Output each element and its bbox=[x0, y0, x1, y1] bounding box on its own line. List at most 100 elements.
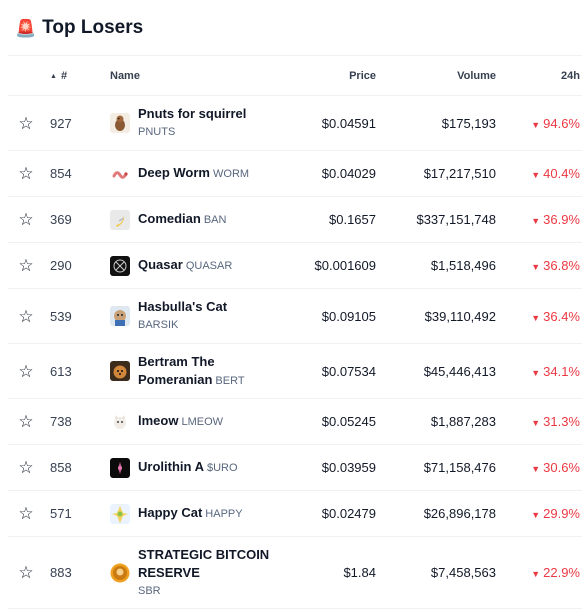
name-cell[interactable]: Urolithin A $URO bbox=[110, 445, 308, 491]
price-cell: $0.04029 bbox=[321, 166, 376, 181]
caret-down-icon: ▼ bbox=[531, 569, 541, 579]
coin-symbol: BARSIK bbox=[138, 319, 179, 331]
star-icon[interactable]: ☆ bbox=[18, 256, 34, 275]
star-icon[interactable]: ☆ bbox=[18, 164, 34, 183]
sort-up-icon: ▲ bbox=[50, 72, 57, 80]
caret-down-icon: ▼ bbox=[531, 262, 541, 272]
rank-cell: 738 bbox=[50, 414, 72, 429]
siren-icon: 🚨 bbox=[15, 18, 37, 38]
caret-down-icon: ▼ bbox=[531, 464, 541, 474]
star-icon[interactable]: ☆ bbox=[18, 113, 34, 133]
change-value: 94.6% bbox=[543, 115, 580, 131]
coin-name[interactable]: Comedian bbox=[138, 211, 201, 226]
table-row[interactable]: ☆ 539 Hasbulla's Cat BARSIK $0.09105 $39,110,… bbox=[8, 289, 582, 344]
name-column-header[interactable]: Name bbox=[110, 69, 140, 82]
name-cell[interactable]: Hasbulla's Cat BARSIK bbox=[110, 289, 308, 344]
name-cell[interactable]: Happy Cat HAPPY bbox=[110, 491, 308, 537]
change-cell: ▼ 30.6% bbox=[496, 445, 582, 491]
price-cell: $0.04591 bbox=[321, 115, 376, 131]
rank-cell: 858 bbox=[50, 460, 72, 475]
star-icon[interactable]: ☆ bbox=[18, 210, 34, 229]
coin-name[interactable]: Pnuts for squirrel bbox=[138, 106, 247, 121]
rank-cell: 927 bbox=[50, 115, 72, 131]
price-cell: $0.07534 bbox=[321, 363, 376, 379]
change-value: 31.3% bbox=[543, 414, 580, 429]
price-cell: $0.05245 bbox=[321, 414, 376, 429]
page-header: 🚨 Top Losers bbox=[15, 14, 143, 42]
volume-cell: $45,446,413 bbox=[423, 363, 496, 379]
watchlist-cell: ☆ bbox=[8, 399, 44, 445]
name-cell[interactable]: Pnuts for squirrel PNUTS bbox=[110, 96, 308, 151]
change-value: 29.9% bbox=[543, 506, 580, 521]
star-icon[interactable]: ☆ bbox=[18, 361, 34, 381]
name-cell[interactable]: Bertram The Pomeranian BERT bbox=[110, 344, 308, 399]
coin-symbol: BERT bbox=[215, 374, 245, 387]
coin-symbol: WORM bbox=[213, 168, 250, 180]
coin-symbol: $URO bbox=[206, 462, 238, 474]
change-column-header[interactable]: 24h bbox=[561, 69, 580, 82]
coin-name[interactable]: Urolithin A bbox=[138, 459, 204, 474]
volume-cell: $7,458,563 bbox=[430, 565, 496, 580]
star-icon[interactable]: ☆ bbox=[18, 306, 34, 326]
price-cell: $0.09105 bbox=[321, 308, 376, 324]
uro-logo bbox=[110, 457, 130, 478]
watchlist-cell: ☆ bbox=[8, 96, 44, 151]
table-row[interactable]: ☆ 571 Happy Cat HAPPY $0.02479 $26,896,178 ▼ 29… bbox=[8, 491, 582, 537]
watchlist-cell: ☆ bbox=[8, 197, 44, 243]
sbr-logo bbox=[110, 563, 130, 583]
banana-logo bbox=[110, 209, 130, 230]
change-cell: ▼ 36.8% bbox=[496, 243, 582, 289]
cat-logo bbox=[110, 306, 130, 326]
coin-name[interactable]: Hasbulla's Cat bbox=[138, 299, 228, 314]
table-row[interactable]: ☆ 927 Pnuts for squirrel PNUTS $0.04591 $175,… bbox=[8, 96, 582, 151]
table-row[interactable]: ☆ 858 Urolithin A $URO $0.03959 $71,158,476 ▼ 3… bbox=[8, 445, 582, 491]
coin-name[interactable]: Happy Cat bbox=[138, 505, 203, 520]
star-icon[interactable]: ☆ bbox=[18, 412, 34, 431]
coin-name[interactable]: Deep Worm bbox=[138, 165, 210, 180]
coin-name[interactable]: Quasar bbox=[138, 257, 183, 272]
watchlist-cell: ☆ bbox=[8, 344, 44, 399]
worm-logo bbox=[110, 163, 130, 184]
caret-down-icon: ▼ bbox=[531, 418, 541, 428]
coin-name[interactable]: Bertram The Pomeranian bbox=[138, 353, 215, 387]
star-icon[interactable]: ☆ bbox=[18, 504, 34, 523]
dog-logo bbox=[110, 361, 130, 381]
top-losers-table: ▲ # Name Price Volume 24h ☆ 927 Pnuts for s… bbox=[8, 55, 582, 609]
coin-symbol: BAN bbox=[203, 214, 227, 226]
name-cell[interactable]: Deep Worm WORM bbox=[110, 151, 308, 197]
pnuts-logo bbox=[110, 113, 130, 133]
table-row[interactable]: ☆ 290 Quasar QUASAR $0.001609 $1,518,496 ▼ 36.8… bbox=[8, 243, 582, 289]
volume-column-header[interactable]: Volume bbox=[457, 69, 496, 82]
coin-name[interactable]: STRATEGIC BITCOIN RESERVE bbox=[138, 546, 270, 580]
table-row[interactable]: ☆ 369 Comedian BAN $0.1657 $337,151,748 ▼ 36.9% bbox=[8, 197, 582, 243]
volume-cell: $17,217,510 bbox=[423, 166, 496, 181]
table-row[interactable]: ☆ 613 Bertram The Pomeranian BERT $0.07534 $4… bbox=[8, 344, 582, 399]
change-value: 36.4% bbox=[543, 308, 580, 324]
caret-down-icon: ▼ bbox=[531, 367, 541, 378]
rank-column-header[interactable]: ▲ # bbox=[50, 69, 68, 82]
name-cell[interactable]: Comedian BAN bbox=[110, 197, 308, 243]
name-cell[interactable]: lmeow LMEOW bbox=[110, 399, 308, 445]
star-icon[interactable]: ☆ bbox=[18, 458, 34, 477]
rank-cell: 539 bbox=[50, 308, 72, 324]
table-row[interactable]: ☆ 883 STRATEGIC BITCOIN RESERVE SBR $1.84 $7,… bbox=[8, 537, 582, 609]
price-column-header[interactable]: Price bbox=[349, 69, 376, 82]
change-cell: ▼ 94.6% bbox=[496, 96, 582, 151]
coin-name[interactable]: lmeow bbox=[138, 413, 179, 428]
table-row[interactable]: ☆ 854 Deep Worm WORM $0.04029 $17,217,510 ▼ 40.… bbox=[8, 151, 582, 197]
watchlist-cell: ☆ bbox=[8, 445, 44, 491]
change-value: 34.1% bbox=[543, 363, 580, 379]
watchlist-cell: ☆ bbox=[8, 289, 44, 344]
name-cell[interactable]: Quasar QUASAR bbox=[110, 243, 308, 289]
watchlist-cell: ☆ bbox=[8, 151, 44, 197]
name-cell[interactable]: STRATEGIC BITCOIN RESERVE SBR bbox=[110, 537, 308, 609]
rank-cell: 613 bbox=[50, 363, 72, 379]
caret-down-icon: ▼ bbox=[531, 510, 541, 520]
price-cell: $0.001609 bbox=[314, 258, 376, 273]
star-icon[interactable]: ☆ bbox=[18, 563, 34, 582]
table-row[interactable]: ☆ 738 lmeow LMEOW $0.05245 $1,887,283 ▼ 31.3% bbox=[8, 399, 582, 445]
watchlist-cell: ☆ bbox=[8, 537, 44, 609]
caret-down-icon: ▼ bbox=[531, 312, 541, 323]
change-cell: ▼ 36.4% bbox=[496, 289, 582, 344]
change-value: 22.9% bbox=[543, 565, 580, 580]
